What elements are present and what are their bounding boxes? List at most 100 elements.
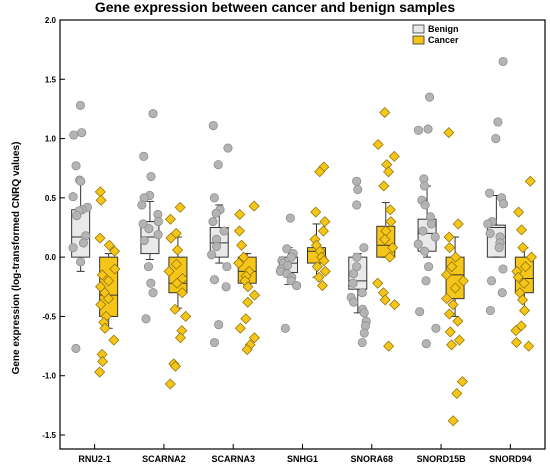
data-point-1-3: [319, 265, 331, 277]
data-point-0-5: [413, 125, 424, 135]
data-point-0-6: [498, 56, 508, 67]
data-point-0-1: [138, 219, 148, 229]
data-point-1-4: [383, 166, 395, 178]
data-point-1-0: [94, 366, 106, 378]
data-point-0-2: [223, 143, 233, 153]
data-point-0-1: [146, 278, 156, 288]
data-point-1-5: [441, 293, 453, 305]
data-point-0-6: [483, 219, 493, 229]
data-point-1-6: [516, 224, 528, 236]
data-point-1-4: [385, 216, 397, 228]
x-tick-label: SNHG1: [287, 454, 318, 464]
data-point-0-4: [359, 328, 369, 338]
data-point-0-5: [425, 92, 435, 102]
data-point-1-2: [233, 225, 245, 237]
data-point-0-5: [415, 307, 425, 317]
data-point-1-3: [310, 206, 322, 218]
data-point-1-0: [109, 245, 121, 257]
data-point-0-0: [68, 192, 78, 202]
data-point-0-5: [413, 239, 423, 249]
y-tick-label: -0.5: [42, 312, 56, 321]
data-point-1-1: [176, 287, 188, 299]
data-point-1-6: [510, 337, 522, 349]
data-point-1-1: [169, 303, 181, 315]
data-point-0-2: [208, 120, 218, 131]
data-point-1-3: [318, 255, 330, 267]
data-point-1-5: [443, 308, 455, 320]
data-point-0-3: [282, 244, 292, 254]
data-point-0-5: [430, 232, 440, 242]
data-point-1-5: [452, 218, 464, 230]
data-point-1-4: [388, 150, 400, 162]
data-point-1-4: [379, 233, 391, 245]
data-point-0-0: [76, 176, 86, 186]
data-point-0-6: [498, 264, 508, 274]
data-point-0-1: [141, 314, 151, 324]
y-tick-label: -1.5: [42, 431, 56, 440]
data-point-1-3: [314, 166, 326, 178]
y-tick-label: -1.0: [42, 372, 56, 381]
y-axis-label: Gene expression (log-transformed CNRQ va…: [11, 142, 22, 375]
data-point-0-5: [426, 219, 436, 229]
data-point-1-4: [379, 106, 391, 118]
data-point-0-2: [209, 275, 220, 285]
data-point-0-2: [221, 282, 231, 292]
data-point-1-0: [97, 355, 109, 367]
data-point-0-0: [78, 238, 89, 248]
data-point-1-0: [103, 239, 115, 251]
y-tick-label: 1.0: [45, 135, 57, 144]
plot-area: -1.5 -1.0 -0.5 0.0 0.5 1.0 1.5 2.0 RNU2-1 SCARNA2…: [42, 16, 546, 464]
data-point-0-5: [419, 246, 430, 256]
legend-swatch-cancer: [412, 35, 425, 45]
data-point-1-0: [99, 322, 111, 334]
data-point-0-3: [292, 281, 302, 291]
data-point-1-6: [510, 325, 522, 337]
data-point-1-2: [234, 208, 246, 220]
data-point-1-5: [446, 339, 458, 351]
data-point-1-3: [316, 280, 328, 292]
data-point-1-6: [513, 206, 525, 218]
data-point-1-5: [456, 376, 468, 388]
data-point-1-2: [233, 257, 245, 269]
data-point-0-1: [148, 288, 158, 298]
data-point-1-1: [180, 310, 192, 322]
data-point-0-2: [214, 320, 224, 330]
data-point-1-1: [171, 277, 183, 289]
data-point-0-6: [485, 305, 495, 316]
plot-frame: [59, 19, 546, 450]
data-point-0-1: [139, 151, 149, 161]
data-point-1-0: [109, 263, 121, 275]
data-point-0-6: [494, 243, 504, 253]
data-point-1-0: [94, 232, 106, 244]
y-tick-label: 0.0: [45, 253, 57, 262]
data-point-1-6: [519, 305, 531, 316]
data-point-0-5: [421, 339, 431, 349]
data-point-0-2: [209, 337, 220, 348]
y-tick-label: 0.5: [45, 194, 57, 203]
data-point-1-5: [443, 231, 455, 243]
data-point-0-5: [419, 181, 430, 191]
data-point-1-5: [446, 261, 458, 273]
legend-label-benign: Benign: [428, 24, 459, 34]
data-point-0-0: [72, 211, 82, 221]
data-point-0-2: [222, 262, 232, 272]
data-point-1-1: [164, 378, 176, 390]
data-point-0-4: [359, 308, 369, 318]
data-point-0-1: [143, 262, 154, 272]
data-point-0-6: [485, 228, 495, 238]
data-point-0-3: [285, 213, 295, 223]
data-point-0-0: [77, 128, 87, 138]
data-point-0-4: [349, 297, 359, 307]
data-point-1-4: [379, 294, 391, 306]
data-point-1-4: [384, 204, 396, 216]
data-point-1-0: [96, 269, 108, 281]
data-point-0-6: [493, 117, 503, 127]
data-point-1-6: [518, 277, 530, 289]
data-point-0-5: [424, 262, 434, 272]
data-point-1-2: [236, 239, 248, 251]
data-point-1-6: [524, 175, 536, 187]
data-point-1-1: [174, 201, 186, 213]
